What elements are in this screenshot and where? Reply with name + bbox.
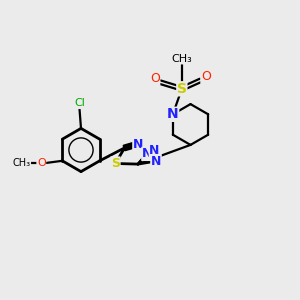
Text: S: S: [111, 157, 120, 170]
Text: Cl: Cl: [74, 98, 85, 109]
Text: O: O: [150, 72, 160, 85]
Text: N: N: [133, 137, 143, 151]
Text: CH₃: CH₃: [172, 54, 192, 64]
Text: O: O: [37, 158, 46, 168]
Text: N: N: [149, 143, 160, 157]
Text: O: O: [201, 70, 211, 83]
Text: CH₃: CH₃: [13, 158, 31, 168]
Text: N: N: [167, 107, 178, 121]
Text: N: N: [151, 154, 161, 168]
Text: N: N: [142, 147, 152, 161]
Text: S: S: [177, 82, 187, 96]
